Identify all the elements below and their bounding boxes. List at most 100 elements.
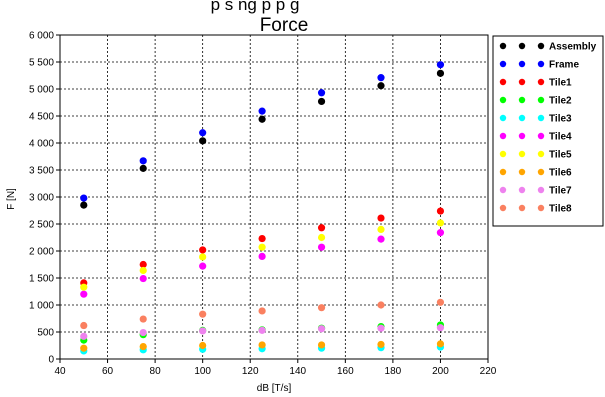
y-axis-label: F [N]: [6, 188, 17, 210]
legend-label: Tile7: [549, 186, 572, 197]
data-point: [377, 214, 385, 222]
legend-item: Frame: [499, 60, 579, 71]
data-point: [80, 344, 88, 352]
y-tick-label: 5 500: [29, 58, 54, 69]
x-axis-label: dB [T/s]: [257, 383, 292, 394]
legend-marker: [537, 168, 545, 176]
data-point: [199, 310, 207, 318]
legend-label: Frame: [549, 60, 579, 71]
legend-marker: [518, 60, 526, 68]
data-point: [139, 342, 147, 351]
data-point: [317, 243, 326, 251]
series-tile8: [80, 298, 445, 330]
data-point: [139, 157, 147, 165]
legend-marker: [518, 204, 526, 212]
data-point: [139, 328, 147, 337]
legend-marker: [537, 204, 545, 212]
y-tick-label: 4 500: [29, 112, 54, 123]
legend-items: Assembly Frame Tile1 Tile2 Tile3 Tile4 Tile5 Ti…: [499, 42, 597, 215]
data-point: [377, 340, 385, 349]
legend-marker: [518, 132, 526, 140]
legend-label: Tile6: [549, 168, 572, 179]
legend-marker: [518, 42, 526, 50]
data-point: [436, 61, 445, 69]
legend-marker: [537, 42, 545, 50]
y-tick-label: 1 500: [29, 274, 54, 285]
legend-marker: [499, 78, 507, 86]
data-point: [377, 74, 385, 82]
legend-marker: [518, 96, 526, 104]
x-tick-label: 200: [432, 366, 449, 377]
data-point: [436, 207, 445, 215]
legend-item: Tile2: [499, 96, 572, 107]
data-point: [139, 164, 147, 172]
legend-marker: [537, 186, 545, 194]
data-point: [377, 225, 385, 233]
legend-marker: [518, 78, 526, 86]
legend-marker: [537, 60, 545, 68]
data-point: [377, 301, 385, 309]
data-point: [258, 243, 266, 251]
series-tile5: [80, 219, 445, 291]
legend-marker: [499, 204, 507, 212]
series-tile1: [80, 207, 445, 287]
y-tick-label: 3 000: [29, 193, 54, 204]
legend-marker: [518, 168, 526, 176]
data-point: [377, 235, 385, 243]
data-point: [139, 315, 147, 323]
legend-label: Tile8: [549, 204, 572, 215]
data-point: [317, 304, 326, 312]
legend-marker: [499, 42, 507, 50]
x-tick-label: 160: [337, 366, 354, 377]
legend-label: Tile3: [549, 114, 572, 125]
data-point: [199, 137, 207, 145]
legend-marker: [499, 114, 507, 122]
legend-item: Tile7: [499, 186, 572, 197]
y-tick-label: 2 500: [29, 220, 54, 231]
data-point: [317, 233, 326, 242]
data-point: [436, 340, 445, 348]
series-tile4: [80, 229, 445, 298]
legend-marker: [499, 96, 507, 104]
data-point: [258, 107, 266, 115]
legend-marker: [537, 150, 545, 158]
data-point: [317, 224, 326, 232]
data-point: [258, 115, 266, 123]
y-tick-label: 6 000: [29, 31, 54, 42]
y-tick-label: 5 000: [29, 85, 54, 96]
legend-marker: [537, 78, 545, 86]
y-tick-labels: 0 500 1 000 1 500 2 000 2 500 3 000 3 500 4 000 4…: [29, 31, 54, 366]
legend-label: Tile1: [549, 78, 572, 89]
data-point: [199, 253, 207, 261]
legend-label: Tile2: [549, 96, 572, 107]
series-assembly: [80, 69, 445, 209]
data-point: [258, 234, 266, 243]
legend-marker: [518, 114, 526, 122]
grid-lines: [56, 34, 489, 363]
x-tick-label: 100: [194, 366, 211, 377]
x-tick-label: 80: [150, 366, 162, 377]
legend-label: Tile5: [549, 150, 572, 161]
legend-marker: [537, 114, 545, 122]
data-point: [436, 298, 445, 306]
legend-item: Tile8: [499, 204, 572, 215]
data-point: [436, 324, 445, 332]
y-tick-label: 4 000: [29, 139, 54, 150]
legend-item: Tile5: [499, 150, 572, 161]
x-tick-label: 140: [289, 366, 306, 377]
data-point: [139, 260, 147, 269]
x-tick-labels: 40 60 80 100 120 140 160 180 200 220: [54, 366, 496, 377]
data-point: [199, 129, 207, 137]
legend-label: Assembly: [549, 42, 597, 53]
data-point: [80, 332, 88, 340]
legend-item: Tile4: [499, 132, 572, 143]
legend-item: Tile1: [499, 78, 572, 89]
x-tick-label: 180: [385, 366, 402, 377]
legend-marker: [499, 60, 507, 68]
data-point: [199, 262, 207, 270]
legend-marker: [499, 132, 507, 140]
data-point: [139, 266, 147, 275]
data-point: [436, 69, 445, 77]
data-point: [258, 341, 266, 349]
